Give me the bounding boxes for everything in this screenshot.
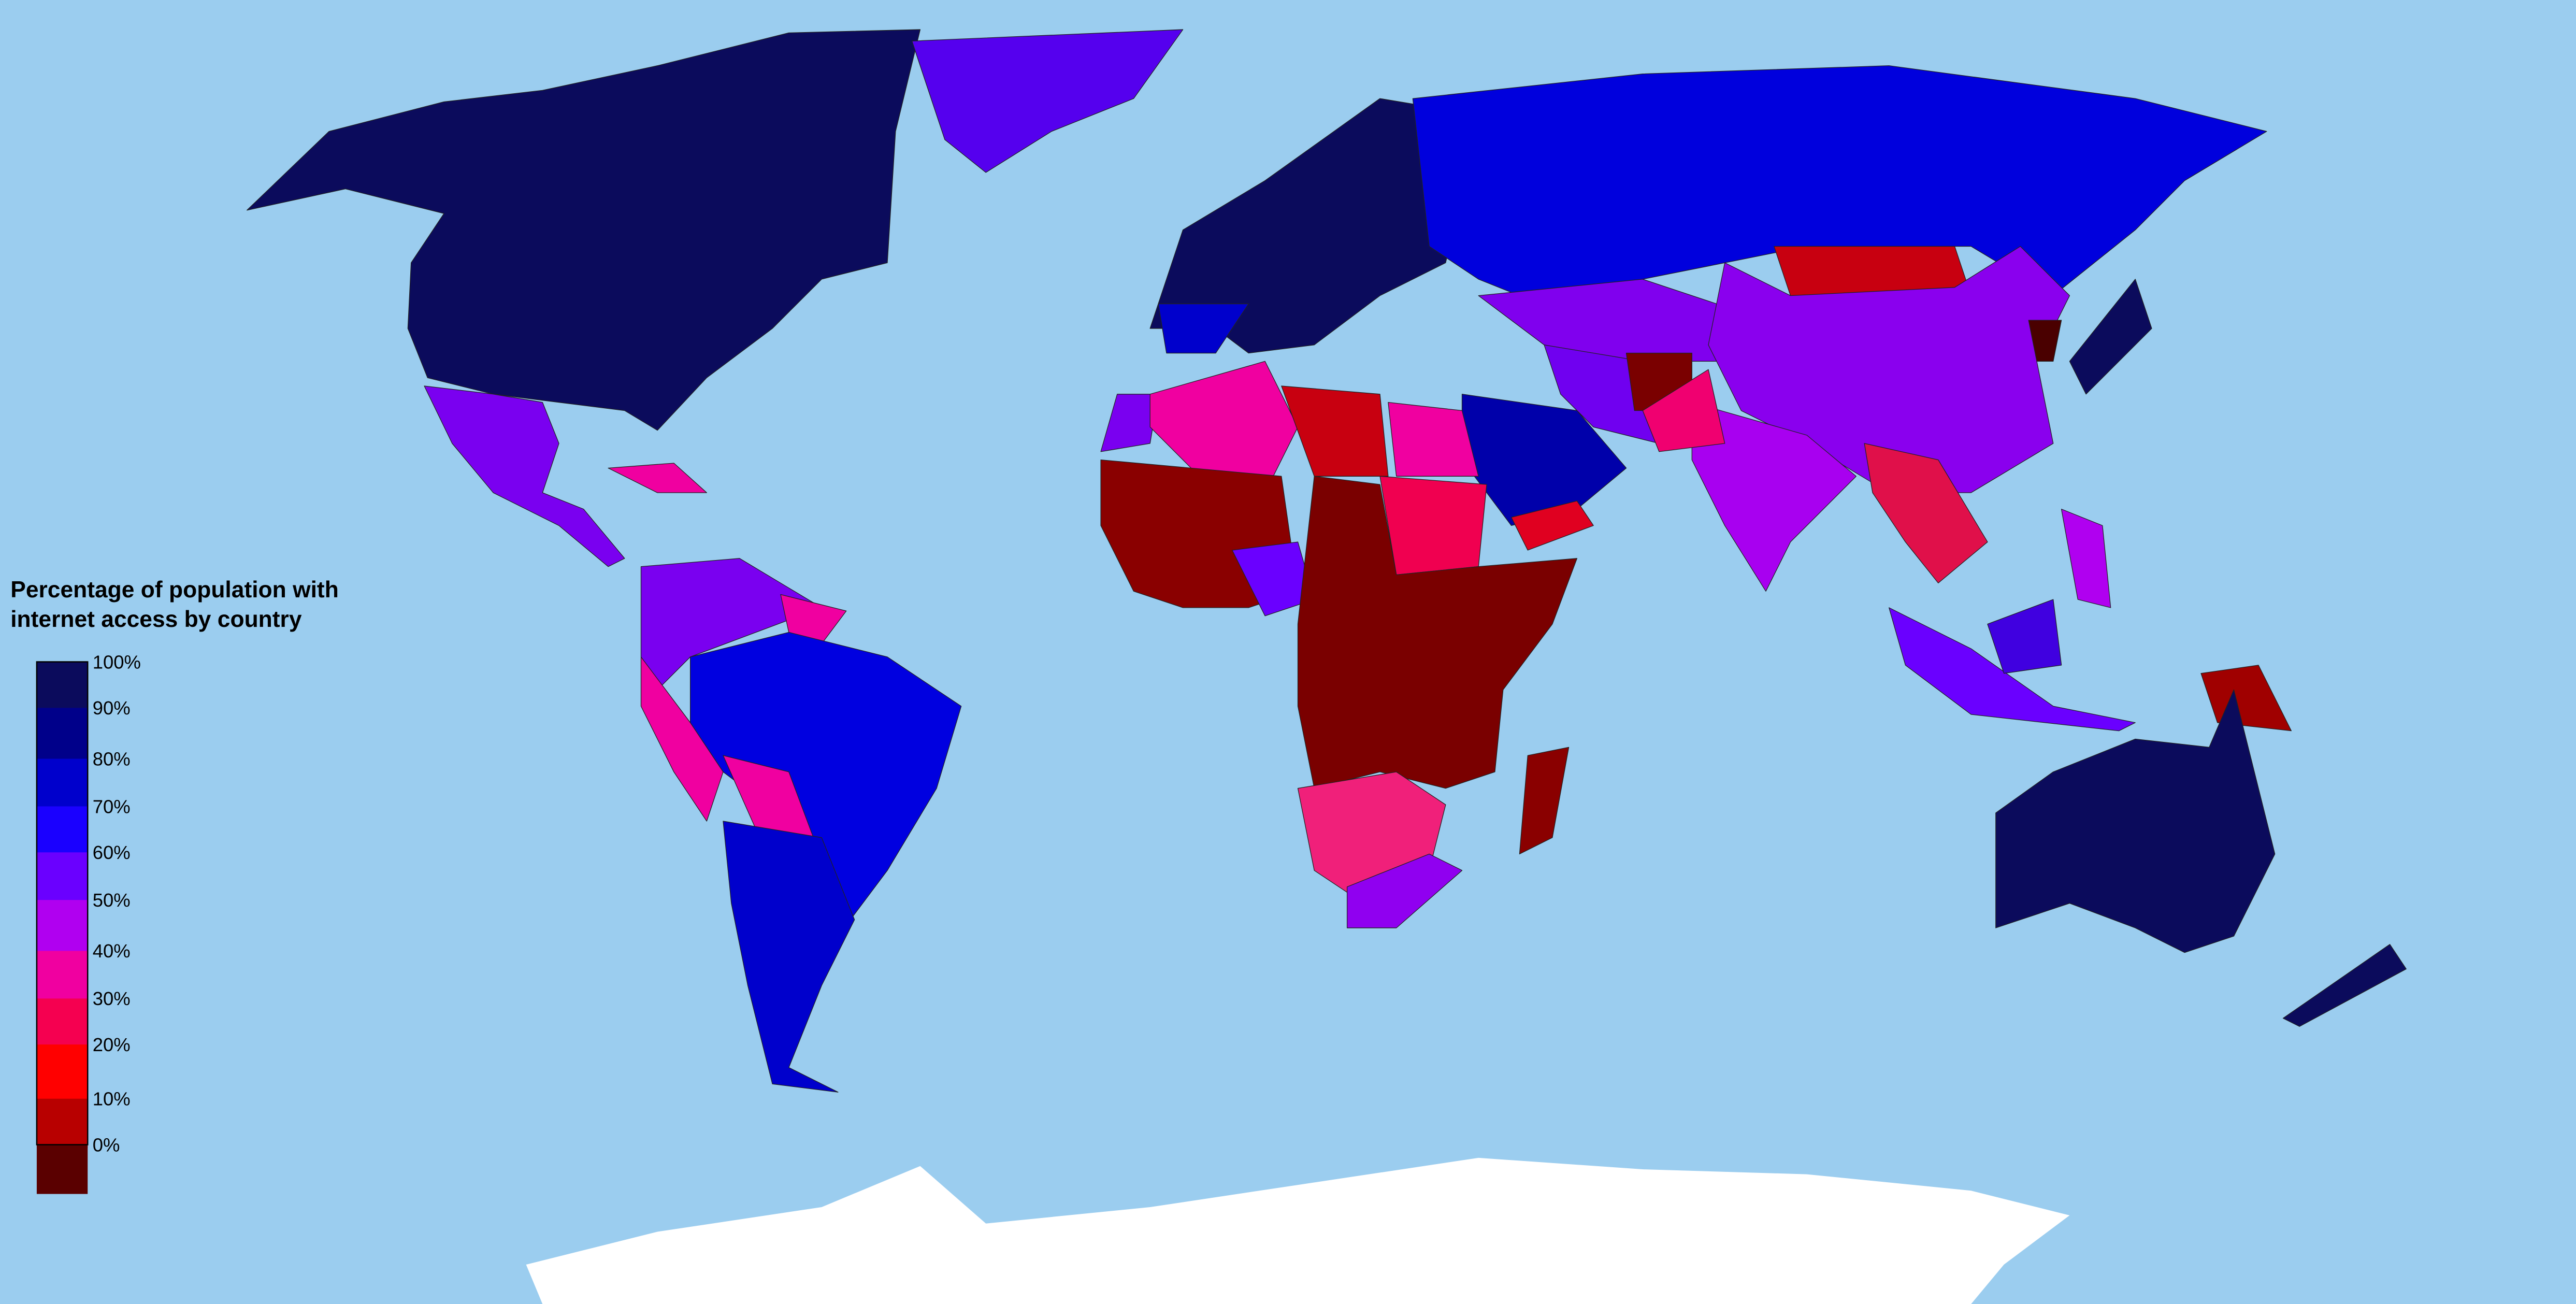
libya [1281, 385, 1389, 477]
egypt [1388, 402, 1479, 477]
borneo [1987, 599, 2062, 674]
caribbean [608, 463, 707, 493]
indonesia [1889, 607, 2136, 732]
new-zealand [2282, 944, 2407, 1027]
legend-label: 60% [93, 842, 131, 863]
north-america [247, 29, 921, 431]
legend-swatch [36, 951, 88, 1002]
legend-label: 40% [93, 940, 131, 962]
legend-swatch [36, 662, 88, 711]
legend-label: 70% [93, 796, 131, 817]
legend-label: 0% [93, 1134, 120, 1155]
india [1691, 402, 1857, 592]
legend-frame [36, 661, 89, 1145]
legend-label: 30% [93, 988, 131, 1009]
legend-title: Percentage of population with [10, 577, 339, 603]
south-africa [1346, 853, 1463, 928]
legend-swatch [36, 806, 88, 856]
peru [640, 656, 724, 822]
north-korea [2028, 320, 2062, 362]
legend-label: 90% [93, 697, 131, 719]
greenland [911, 29, 1184, 173]
legend-swatch [36, 1144, 88, 1194]
japan [2069, 279, 2152, 395]
madagascar [1519, 747, 1570, 855]
legend-swatch [36, 758, 88, 810]
legend-swatch [36, 708, 88, 762]
legend-title: internet access by country [10, 607, 302, 632]
legend-label: 80% [93, 748, 131, 769]
western-europe [1149, 98, 1479, 354]
antarctica [526, 1157, 2070, 1304]
legend-swatch [36, 998, 88, 1048]
legend-swatch [36, 852, 88, 904]
pakistan [1642, 369, 1725, 452]
yemen [1510, 500, 1594, 551]
sudan [1379, 476, 1487, 576]
legend-label: 20% [93, 1034, 131, 1055]
countries [247, 29, 2407, 1304]
china [1708, 246, 2070, 493]
iberia [1158, 303, 1249, 354]
australia [1995, 689, 2276, 953]
mexico-central-america [424, 385, 625, 567]
legend-swatch [36, 1044, 88, 1102]
legend-swatch [36, 900, 88, 954]
legend-label: 100% [93, 651, 141, 672]
philippines [2061, 509, 2111, 608]
central-east-africa [1297, 476, 1578, 789]
legend-label: 50% [93, 890, 131, 911]
legend: Percentage of population with internet a… [10, 577, 339, 1194]
legend-label: 10% [93, 1088, 131, 1110]
legend-swatch [36, 1098, 88, 1148]
indochina [1864, 443, 1988, 583]
southern-cone [723, 821, 855, 1093]
morocco [1100, 394, 1159, 452]
